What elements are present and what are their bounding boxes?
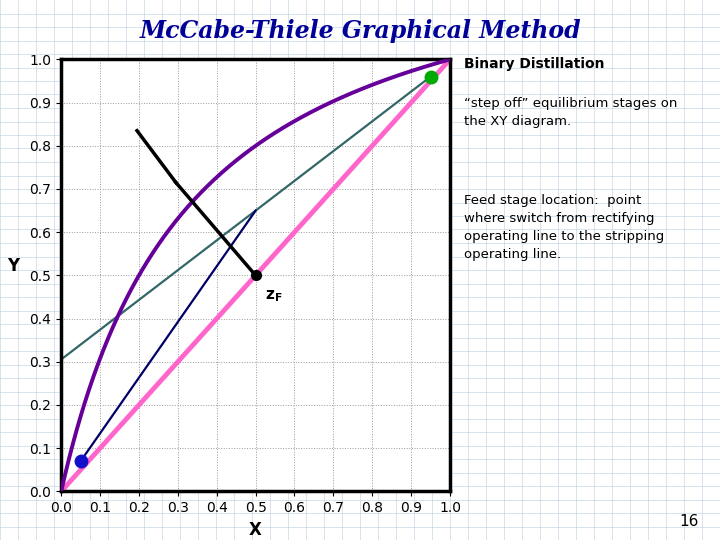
X-axis label: X: X [249,521,262,539]
Text: $\mathbf{z_F}$: $\mathbf{z_F}$ [265,288,283,304]
Text: Feed stage location:  point
where switch from rectifying
operating line to the s: Feed stage location: point where switch … [464,194,665,261]
Text: 16: 16 [679,514,698,529]
Text: Binary Distillation: Binary Distillation [464,57,605,71]
Text: “step off” equilibrium stages on
the XY diagram.: “step off” equilibrium stages on the XY … [464,97,678,128]
Text: McCabe-Thiele Graphical Method: McCabe-Thiele Graphical Method [139,19,581,43]
Y-axis label: Y: Y [6,258,19,275]
